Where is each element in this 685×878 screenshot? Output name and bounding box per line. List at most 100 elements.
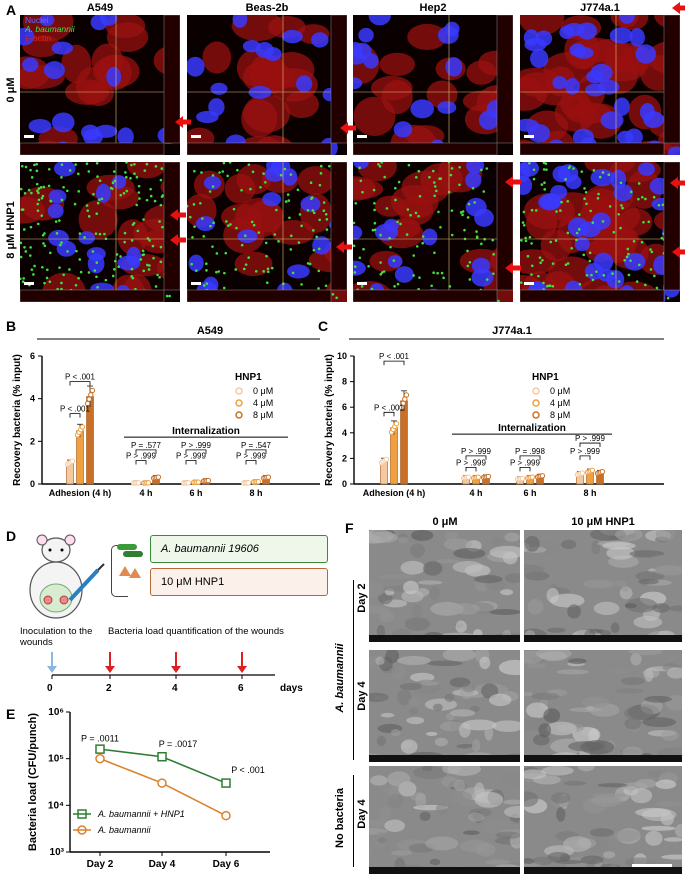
actin-cell: [61, 44, 92, 84]
sem-texture: [563, 836, 592, 853]
bacterium: [205, 262, 208, 266]
bacterium: [298, 213, 302, 216]
bacterium: [156, 273, 159, 277]
panel-b-label: B: [6, 318, 17, 334]
sem-texture: [652, 603, 670, 613]
bacterium: [644, 197, 647, 201]
bacterium: [135, 175, 139, 179]
micrograph-r0-c3: [520, 15, 680, 155]
bacterium: [311, 209, 315, 212]
nucleus: [471, 268, 494, 287]
bacterium: [62, 273, 65, 277]
data-point: [221, 778, 231, 788]
bacterium: [611, 272, 614, 275]
nucleus: [552, 76, 568, 90]
box-hnp1: 10 μM HNP1: [150, 568, 328, 596]
nucleus: [78, 231, 95, 245]
bacterium: [322, 209, 326, 212]
bacterium: [43, 244, 47, 248]
sem-texture: [524, 564, 545, 575]
bacterium: [577, 228, 581, 231]
bacterium: [308, 262, 312, 266]
nucleus: [282, 29, 303, 44]
ortho-side: [330, 162, 347, 291]
sem-texture: [442, 650, 476, 662]
bacterium: [208, 190, 212, 193]
bacterium: [317, 287, 320, 290]
bacterium: [461, 210, 465, 213]
sem-image-r2-c1: [524, 766, 682, 874]
bacterium: [621, 206, 624, 210]
bacterium: [87, 170, 91, 173]
bacterium: [567, 166, 571, 170]
y-tick-label: 10⁶: [48, 707, 64, 718]
sem-texture: [452, 560, 484, 573]
legend-label: 4 μM: [253, 398, 273, 408]
bacterium: [542, 168, 546, 171]
actin-cell: [243, 94, 291, 133]
micrograph-r0-c2: [353, 15, 513, 155]
bacterium: [485, 167, 489, 170]
bacterium: [468, 260, 472, 264]
bacterium: [223, 271, 226, 275]
bacterium: [148, 264, 151, 267]
sem-texture: [655, 779, 677, 790]
bacterium: [383, 175, 387, 179]
sem-texture: [462, 685, 475, 693]
nucleus: [358, 27, 374, 43]
bacterium: [35, 182, 39, 186]
sem-texture: [370, 775, 388, 786]
bacterium: [247, 256, 251, 259]
sem-texture: [524, 691, 534, 697]
bacterium: [389, 245, 392, 249]
bacterium: [158, 275, 161, 279]
bacterium: [20, 164, 24, 168]
sem-infobar: [524, 635, 682, 642]
bacterium: [288, 216, 291, 220]
bacterium: [202, 284, 206, 287]
nucleus: [629, 28, 645, 47]
nucleus: [617, 130, 634, 144]
bacterium: [187, 204, 189, 208]
actin-cell: [407, 23, 447, 51]
nucleus: [264, 47, 282, 61]
timeline: [47, 652, 275, 679]
bacterium: [46, 268, 49, 272]
sem-texture: [450, 709, 476, 717]
bacterium: [315, 235, 318, 239]
bacterium: [627, 273, 631, 277]
data-point: [255, 479, 262, 485]
bacterium: [111, 274, 115, 278]
nucleus: [43, 61, 65, 80]
bacterium: [543, 188, 546, 191]
sem-texture: [419, 811, 431, 822]
bacterium: [48, 280, 52, 284]
micrograph-r1-c1: [187, 162, 347, 302]
bacterium: [306, 262, 310, 265]
sem-texture: [541, 766, 574, 776]
pvalue-bracket: [185, 449, 207, 454]
bacterium: [650, 250, 654, 254]
sem-texture: [597, 783, 628, 788]
nucleus: [613, 97, 630, 116]
bacterium: [319, 164, 323, 168]
sem-texture: [504, 532, 520, 542]
col-header-3: J774a.1: [580, 2, 620, 14]
bacterium: [442, 276, 445, 280]
bacterium: [21, 208, 25, 211]
sem-texture: [425, 731, 438, 737]
bacterium: [461, 213, 464, 217]
bacterium: [78, 258, 82, 261]
bacterium: [36, 202, 40, 206]
bacterium: [542, 162, 546, 165]
sem-texture: [524, 858, 535, 865]
red-arrow-icon: [672, 2, 685, 14]
sem-texture: [663, 837, 682, 842]
bacterium: [588, 251, 592, 255]
bacterium: [125, 162, 128, 164]
sem-texture: [624, 706, 654, 721]
bacterium: [165, 294, 169, 298]
bacterium: [74, 283, 78, 287]
bacterium: [148, 239, 151, 242]
bacterium: [578, 282, 582, 286]
